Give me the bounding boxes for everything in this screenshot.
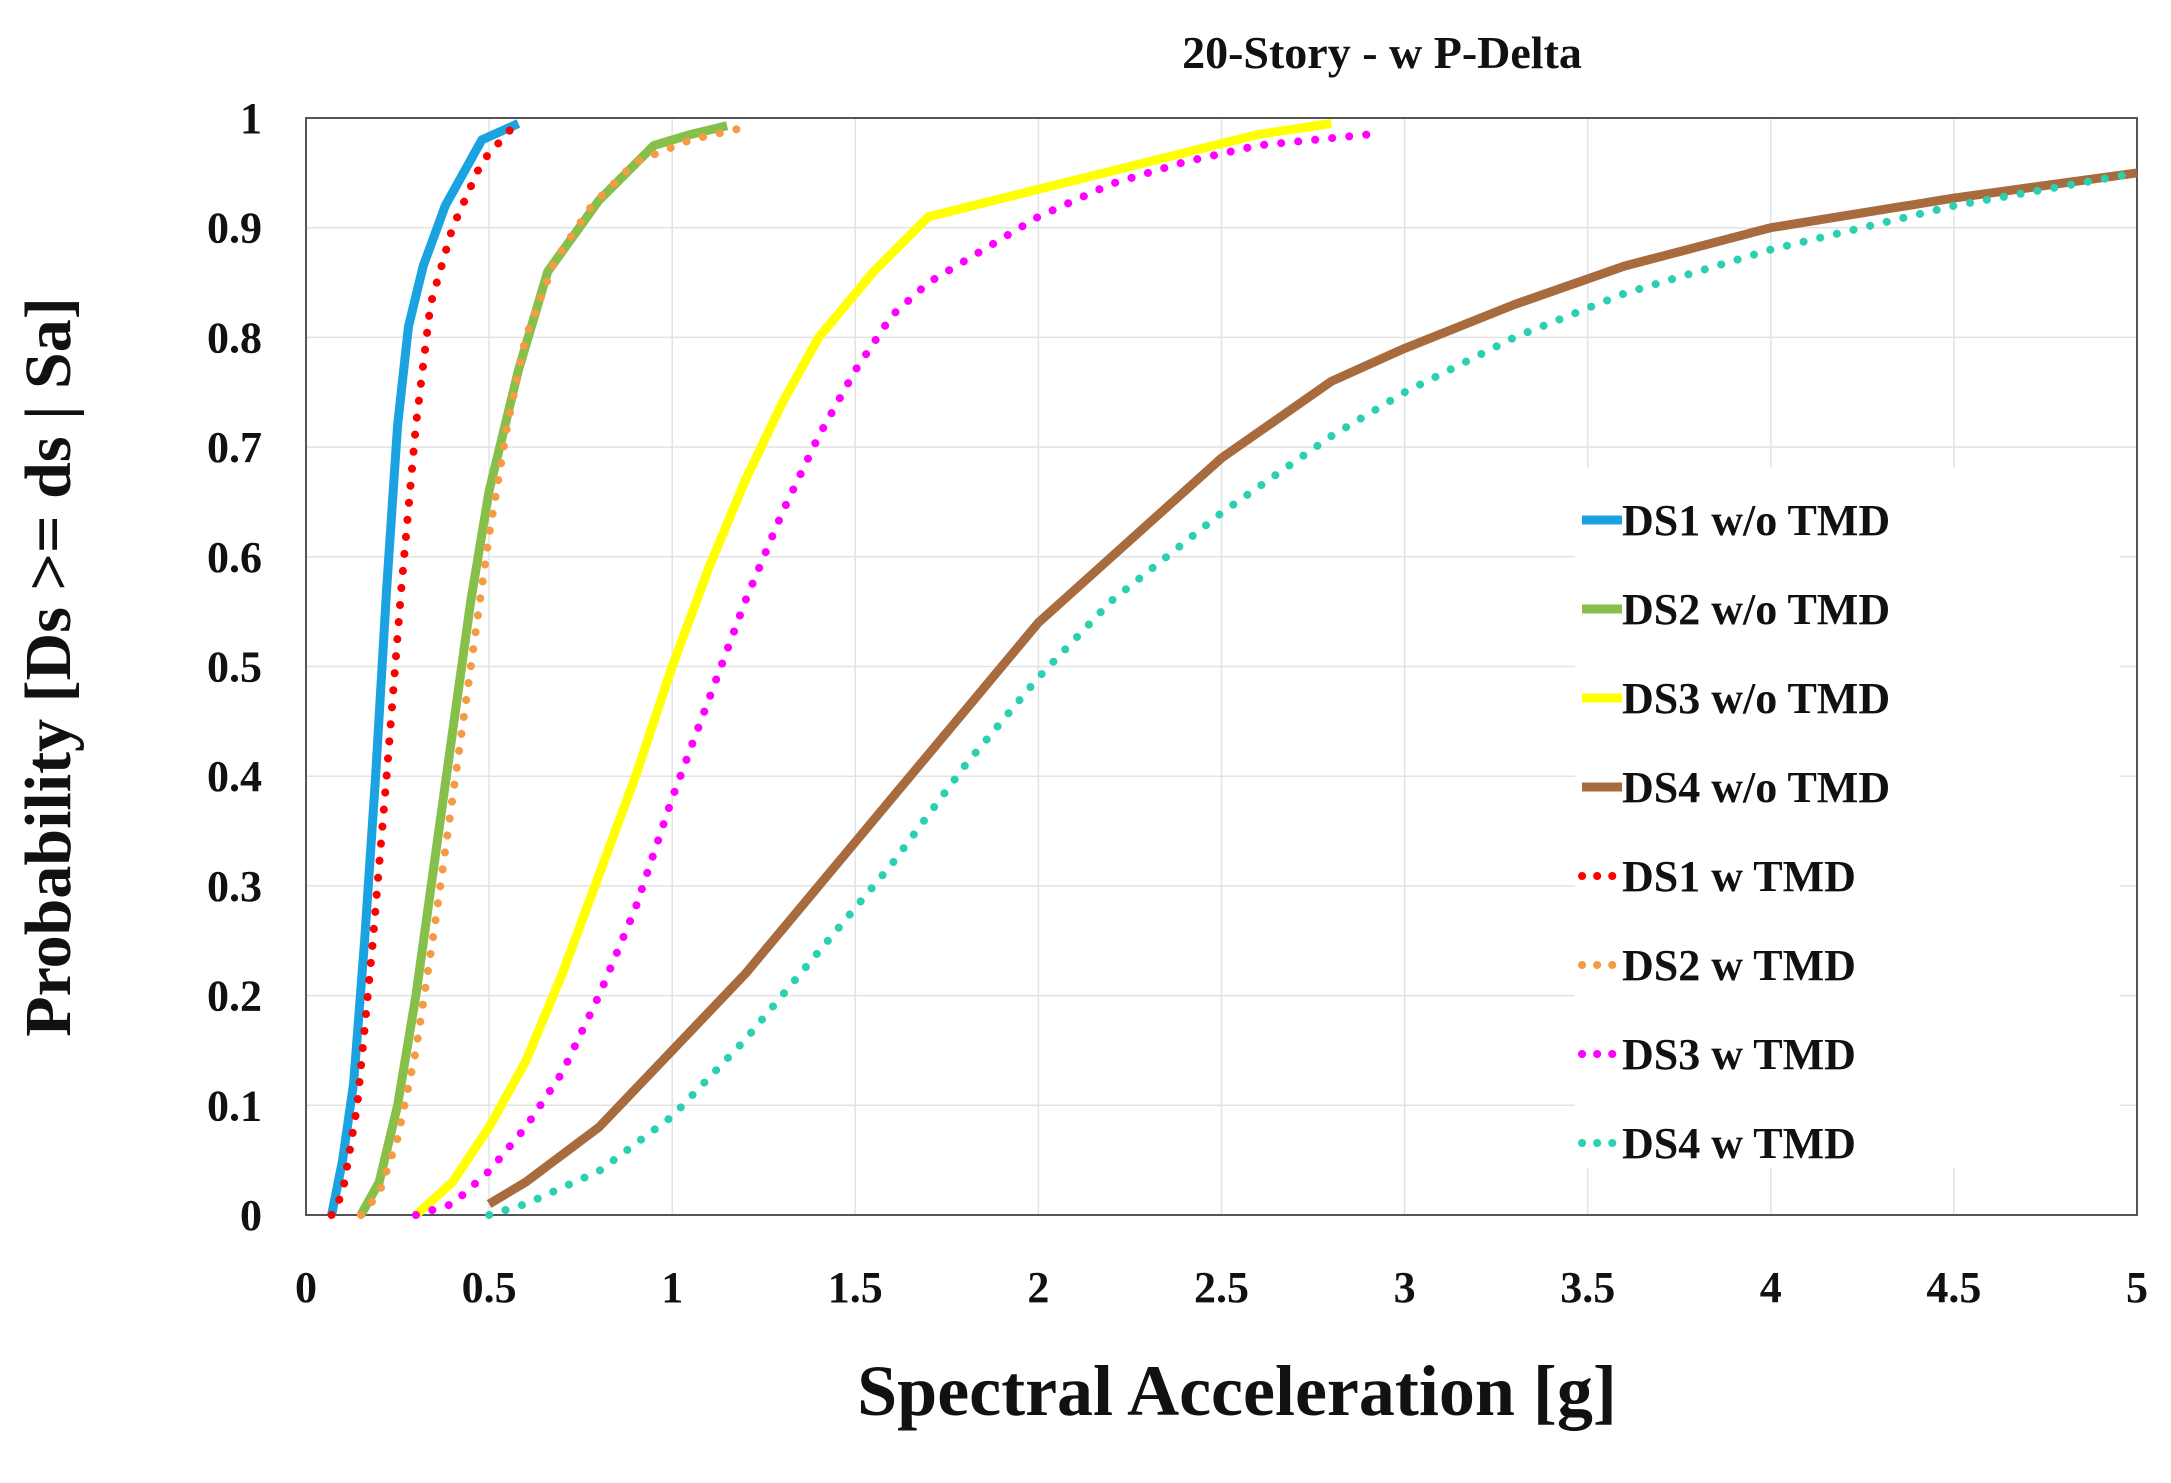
y-tick-label: 0.4 <box>207 752 262 801</box>
legend-label: DS2 w/o TMD <box>1622 585 1890 634</box>
y-tick-label: 0.2 <box>207 972 262 1021</box>
x-tick-label: 5 <box>2126 1263 2148 1312</box>
legend-label: DS1 w/o TMD <box>1622 496 1890 545</box>
series-line-ds2-w-o-tmd <box>356 121 729 1218</box>
legend-label: DS3 w/o TMD <box>1622 674 1890 723</box>
legend-box <box>1575 468 2120 1168</box>
legend-label: DS4 w TMD <box>1622 1119 1856 1168</box>
y-tick-label: 0.8 <box>207 313 262 362</box>
y-tick-label: 0 <box>240 1191 262 1240</box>
x-tick-label: 2.5 <box>1194 1263 1249 1312</box>
series-line-ds2-w-tmd <box>356 125 743 1219</box>
x-tick-label: 0.5 <box>462 1263 517 1312</box>
legend-label: DS2 w TMD <box>1622 941 1856 990</box>
y-tick-label: 0.3 <box>207 862 262 911</box>
series-line-ds3-w-o-tmd <box>412 119 1333 1219</box>
plot-area-border <box>305 117 2138 1216</box>
series-line-ds1-w-tmd <box>327 125 516 1219</box>
x-tick-label: 4 <box>1760 1263 1782 1312</box>
series-line-ds4-w-tmd <box>485 168 2141 1219</box>
y-tick-label: 1 <box>240 94 262 143</box>
x-tick-label: 3.5 <box>1560 1263 1615 1312</box>
x-tick-label: 0 <box>295 1263 317 1312</box>
series-line-ds1-w-o-tmd <box>327 119 521 1216</box>
x-tick-label: 1 <box>661 1263 683 1312</box>
series-line-ds3-w-tmd <box>411 130 1372 1219</box>
legend-label: DS4 w/o TMD <box>1622 763 1890 812</box>
y-tick-label: 0.7 <box>207 423 262 472</box>
y-axis-label: Probability [Ds >= ds | Sa] <box>12 297 85 1036</box>
y-tick-label: 0.5 <box>207 643 262 692</box>
legend-label: DS1 w TMD <box>1622 852 1856 901</box>
chart-title: 20-Story - w P-Delta <box>1182 27 1582 78</box>
legend-label: DS3 w TMD <box>1622 1030 1856 1079</box>
y-tick-label: 0.6 <box>207 533 262 582</box>
y-tick-label: 0.9 <box>207 204 262 253</box>
y-tick-label: 0.1 <box>207 1081 262 1130</box>
x-tick-label: 4.5 <box>1926 1263 1981 1312</box>
x-tick-label: 3 <box>1394 1263 1416 1312</box>
x-tick-label: 2 <box>1027 1263 1049 1312</box>
x-axis-label: Spectral Acceleration [g] <box>857 1351 1617 1431</box>
x-tick-label: 1.5 <box>828 1263 883 1312</box>
series-line-ds4-w-o-tmd <box>486 168 2138 1208</box>
